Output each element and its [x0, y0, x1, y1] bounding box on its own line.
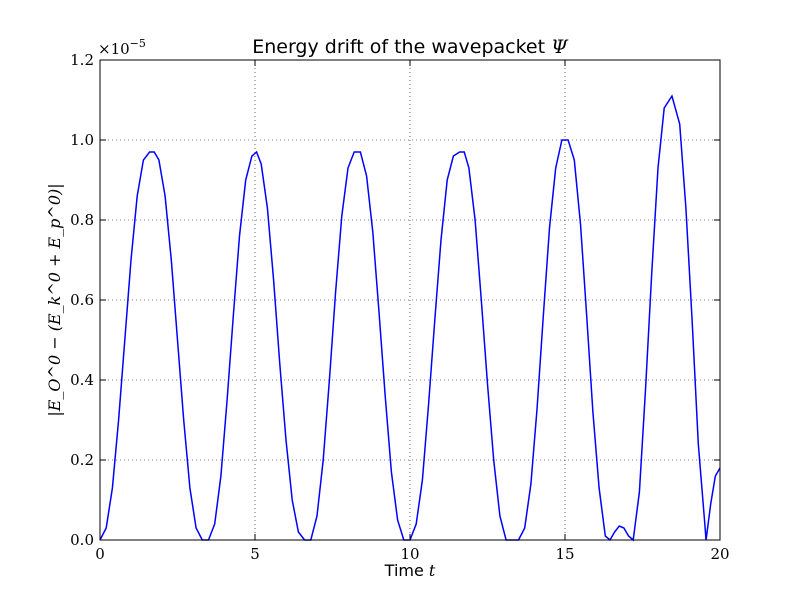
y-tick-labels: 0.0 0.2 0.4 0.6 0.8 1.0 1.2 [70, 51, 94, 549]
x-tick-label: 0 [95, 545, 105, 563]
x-tick-label: 5 [250, 545, 260, 563]
x-tick-label: 20 [710, 545, 729, 563]
y-axis-label: |E_O^0 − (E_k^0 + E_p^0)| [45, 183, 64, 416]
y-tick-label: 1.0 [70, 131, 94, 149]
y-tick-label: 0.0 [70, 531, 94, 549]
chart-title: Energy drift of the wavepacket Ψ [252, 36, 569, 58]
x-tick-labels: 0 5 10 15 20 [95, 545, 729, 563]
y-tick-label: 0.8 [70, 211, 94, 229]
y-offset-text: ×10−5 [98, 37, 146, 58]
y-tick-label: 0.2 [70, 451, 94, 469]
axis-ticks [99, 59, 721, 541]
y-tick-label: 1.2 [70, 51, 94, 69]
x-tick-label: 15 [555, 545, 574, 563]
y-tick-label: 0.4 [70, 371, 94, 389]
x-tick-label: 10 [400, 545, 419, 563]
x-axis-label: Time t [384, 561, 436, 580]
y-tick-label: 0.6 [70, 291, 94, 309]
